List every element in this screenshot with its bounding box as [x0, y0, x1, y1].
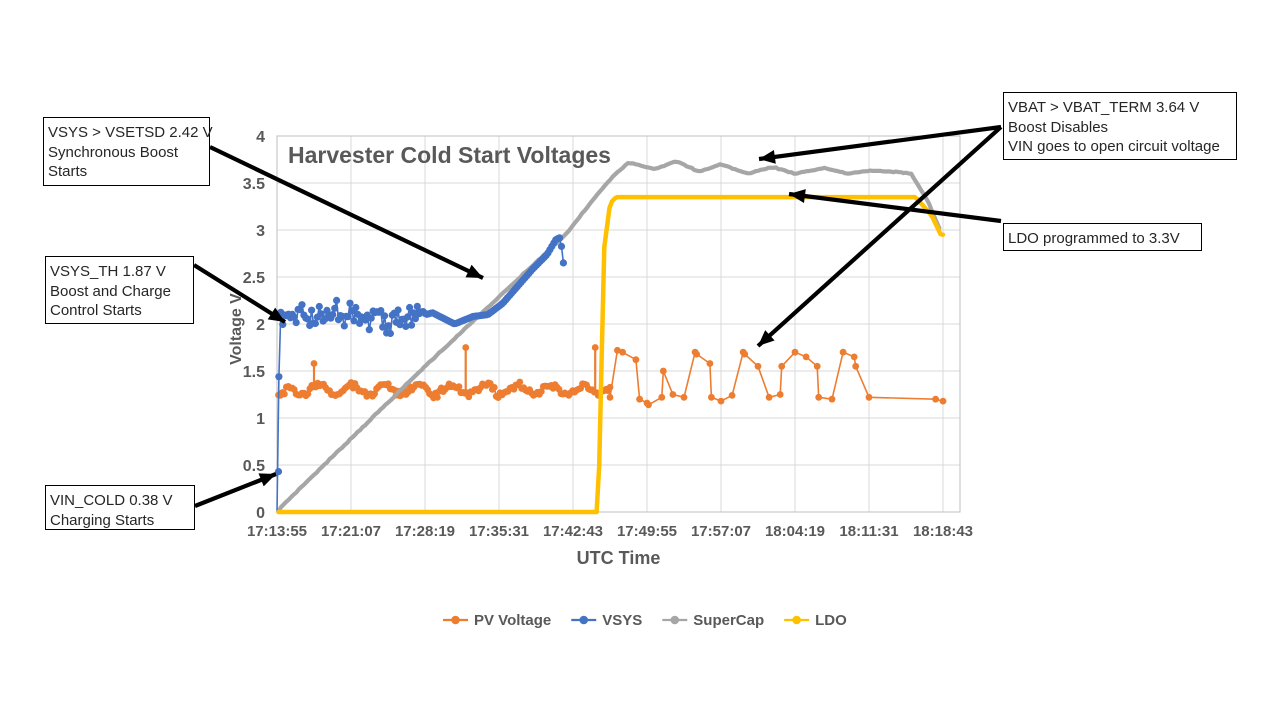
svg-text:3.5: 3.5 — [243, 176, 265, 193]
svg-text:0: 0 — [256, 505, 265, 522]
svg-text:18:04:19: 18:04:19 — [765, 523, 825, 540]
svg-text:17:21:07: 17:21:07 — [321, 523, 381, 540]
svg-text:2.5: 2.5 — [243, 270, 265, 287]
svg-text:17:42:43: 17:42:43 — [543, 523, 603, 540]
svg-text:17:35:31: 17:35:31 — [469, 523, 529, 540]
svg-text:SuperCap: SuperCap — [693, 612, 764, 629]
svg-text:17:13:55: 17:13:55 — [247, 523, 307, 540]
svg-text:17:49:55: 17:49:55 — [617, 523, 677, 540]
svg-text:PV Voltage: PV Voltage — [474, 612, 551, 629]
svg-text:1: 1 — [256, 411, 265, 428]
svg-text:VSYS: VSYS — [602, 612, 642, 629]
svg-text:18:18:43: 18:18:43 — [913, 523, 973, 540]
svg-text:18:11:31: 18:11:31 — [839, 523, 898, 540]
svg-text:1.5: 1.5 — [243, 364, 265, 381]
svg-text:UTC Time: UTC Time — [577, 548, 661, 568]
svg-text:0.5: 0.5 — [243, 458, 265, 475]
svg-text:17:57:07: 17:57:07 — [691, 523, 751, 540]
svg-text:LDO: LDO — [815, 612, 847, 629]
svg-text:2: 2 — [256, 317, 265, 334]
svg-text:3: 3 — [256, 223, 265, 240]
svg-text:Voltage V: Voltage V — [228, 293, 245, 365]
svg-text:4: 4 — [256, 129, 265, 146]
svg-text:17:28:19: 17:28:19 — [395, 523, 455, 540]
svg-text:Harvester Cold Start Voltages: Harvester Cold Start Voltages — [288, 142, 611, 168]
